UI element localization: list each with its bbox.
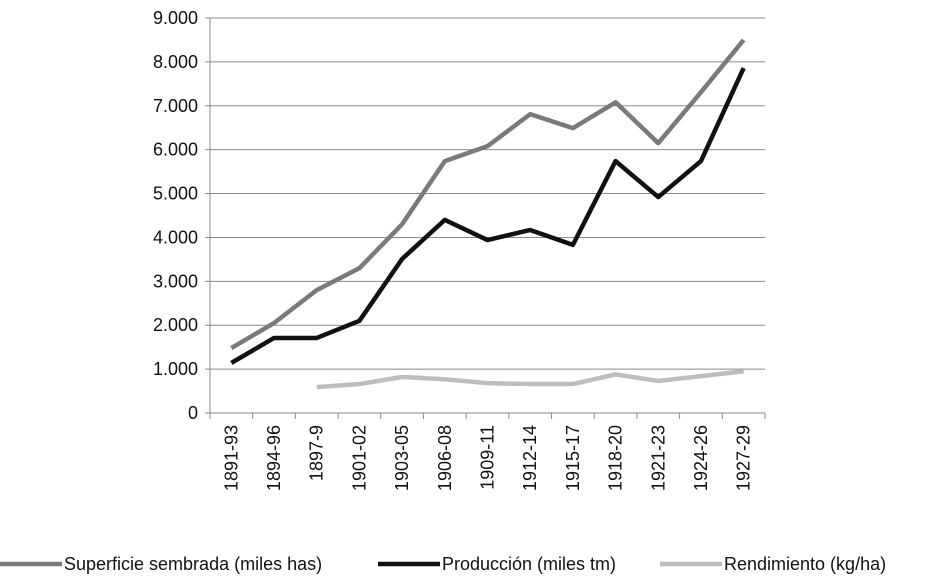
x-tick-label: 1912-14 — [520, 425, 540, 491]
y-tick-label: 5.000 — [153, 184, 198, 204]
x-tick-label: 1918-20 — [606, 425, 626, 491]
x-tick-label: 1903-05 — [392, 425, 412, 491]
x-tick-label: 1906-08 — [435, 425, 455, 491]
y-tick-label: 0 — [188, 403, 198, 423]
x-tick-label: 1924-26 — [691, 425, 711, 491]
y-tick-label: 1.000 — [153, 359, 198, 379]
x-tick-label: 1897-9 — [307, 425, 327, 481]
x-tick-label: 1901-02 — [349, 425, 369, 491]
y-tick-label: 8.000 — [153, 52, 198, 72]
series-line — [230, 67, 746, 365]
legend-label: Superficie sembrada (miles has) — [64, 554, 322, 574]
series-line — [230, 38, 746, 350]
x-tick-label: 1909-11 — [478, 425, 498, 490]
y-tick-label: 9.000 — [153, 8, 198, 28]
y-tick-label: 2.000 — [153, 315, 198, 335]
y-tick-label: 7.000 — [153, 96, 198, 116]
legend-label: Producción (miles tm) — [442, 554, 616, 574]
x-tick-label: 1891-93 — [221, 425, 241, 491]
y-tick-label: 4.000 — [153, 227, 198, 247]
x-tick-label: 1894-96 — [264, 425, 284, 491]
legend-label: Rendimiento (kg/ha) — [724, 554, 886, 574]
y-tick-label: 6.000 — [153, 140, 198, 160]
x-tick-label: 1921-23 — [648, 425, 668, 491]
x-tick-label: 1915-17 — [563, 425, 583, 491]
series-line — [316, 369, 744, 390]
y-tick-label: 3.000 — [153, 271, 198, 291]
x-tick-label: 1927-29 — [734, 425, 754, 491]
